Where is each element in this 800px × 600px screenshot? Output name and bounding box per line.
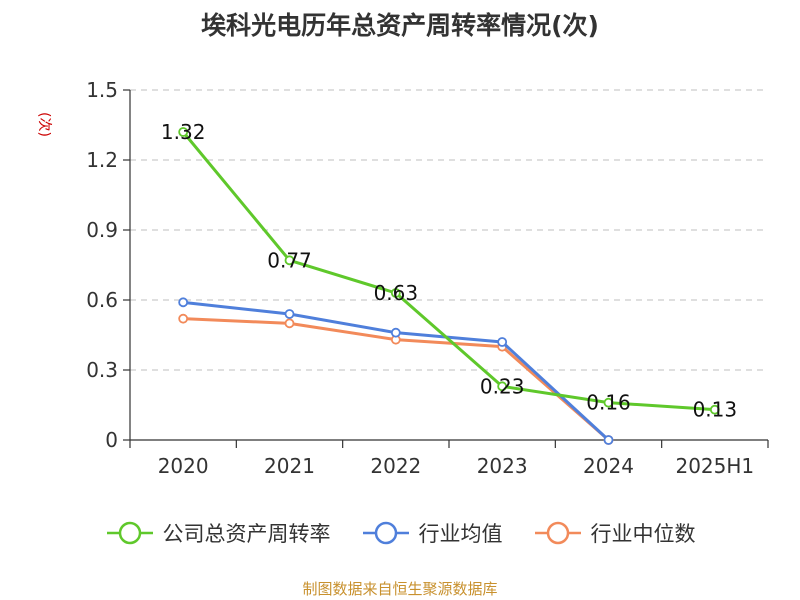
data-label: 0.77 [267, 248, 312, 272]
data-point [178, 313, 189, 324]
data-point [497, 381, 508, 392]
data-point [284, 309, 295, 319]
line-chart: 1.5 1.2 0.9 0.6 0.3 0 2020 2021 2022 2023 2024 2025… [86, 78, 769, 478]
x-tick-label: 2024 [583, 454, 634, 478]
data-labels: 1.32 0.77 0.63 0.23 0.16 0.13 [161, 120, 737, 422]
legend-label: 公司总资产周转率 [162, 522, 331, 546]
legend-marker-icon [106, 521, 153, 545]
data-point [603, 435, 614, 445]
data-point [284, 318, 295, 329]
y-tick-label: 0.6 [86, 288, 118, 312]
data-point [284, 255, 295, 266]
x-tick-label: 2022 [370, 454, 421, 478]
legend-item[interactable]: 行业中位数 [533, 518, 696, 548]
legend-circle [374, 521, 397, 545]
axes: 1.5 1.2 0.9 0.6 0.3 0 2020 2021 2022 2023 2024 2025… [86, 78, 769, 478]
chart-title: 埃科光电历年总资产周转率情况(次) [201, 11, 599, 40]
legend-label: 行业中位数 [590, 522, 696, 546]
legend-item[interactable]: 公司总资产周转率 [105, 518, 331, 548]
data-point [178, 127, 189, 137]
data-label: 0.16 [586, 391, 631, 415]
legend-circle [546, 521, 569, 545]
y-tick-label: 1.2 [86, 148, 118, 172]
data-label: 0.23 [480, 374, 525, 398]
legend-circle [118, 521, 141, 545]
series-line [182, 131, 715, 412]
series-lines [178, 127, 720, 445]
data-label: 1.32 [161, 120, 206, 144]
legend-item[interactable]: 行业均值 [361, 518, 503, 548]
data-point [709, 404, 720, 415]
legend-marker-icon [362, 521, 409, 545]
x-tick-label: 2025H1 [675, 454, 754, 478]
data-label: 0.63 [374, 281, 419, 305]
grid-lines [130, 89, 768, 371]
data-point [603, 397, 614, 408]
x-tick-label: 2020 [158, 454, 209, 478]
y-tick-label: 0.3 [86, 358, 118, 382]
legend-marker-icon [534, 521, 581, 545]
y-tick-label: 1.5 [86, 78, 118, 102]
data-point [390, 327, 401, 338]
x-tick-label: 2023 [477, 454, 528, 478]
y-tick-label: 0 [105, 428, 118, 452]
x-tick-label: 2021 [264, 454, 315, 478]
legend-label: 行业均值 [418, 522, 503, 546]
series-line [183, 300, 610, 442]
data-point [178, 297, 189, 308]
data-point [390, 288, 401, 298]
data-source-footer: 制图数据来自恒生聚源数据库 [302, 580, 498, 598]
y-tick-label: 0.9 [86, 218, 118, 242]
data-point [497, 337, 508, 347]
y-axis-unit-label: (次) [36, 112, 52, 137]
chart-legend: 公司总资产周转率 行业均值 行业中位数 [0, 518, 800, 548]
data-label: 0.13 [693, 398, 738, 422]
